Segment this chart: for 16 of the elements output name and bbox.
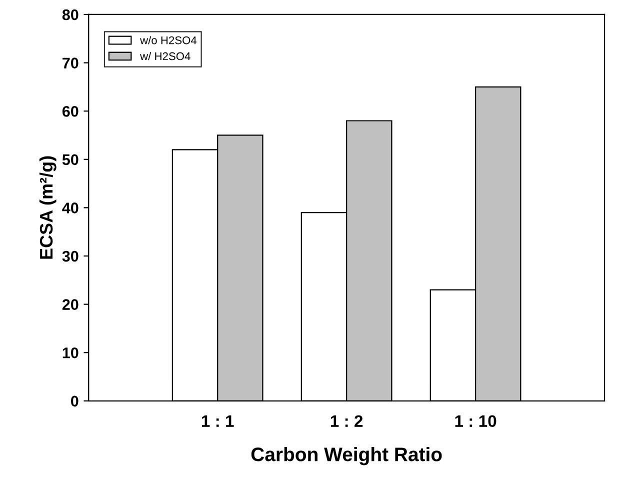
y-tick-label: 10 xyxy=(62,347,78,358)
y-tick-label: 0 xyxy=(71,396,78,407)
y-tick-label: 50 xyxy=(62,154,78,166)
x-tick-label: 1 : 2 xyxy=(330,415,363,427)
y-tick-label: 60 xyxy=(62,106,78,117)
y-tick-label: 70 xyxy=(62,58,78,68)
x-tick-label: 1 : 1 xyxy=(202,415,234,427)
y-axis-title: ECSA (m²/g) xyxy=(39,156,56,259)
y-tick-label: 80 xyxy=(62,9,78,20)
x-axis-title: Carbon Weight Ratio xyxy=(251,446,442,466)
y-tick-label: 30 xyxy=(62,250,78,262)
y-tick-label: 20 xyxy=(62,299,78,310)
x-tick-label: 1 : 10 xyxy=(455,415,496,428)
legend-label: w/o H2SO4 xyxy=(140,36,197,44)
legend-label: w/ H2SO4 xyxy=(140,52,190,60)
y-tick-label: 40 xyxy=(62,202,78,214)
